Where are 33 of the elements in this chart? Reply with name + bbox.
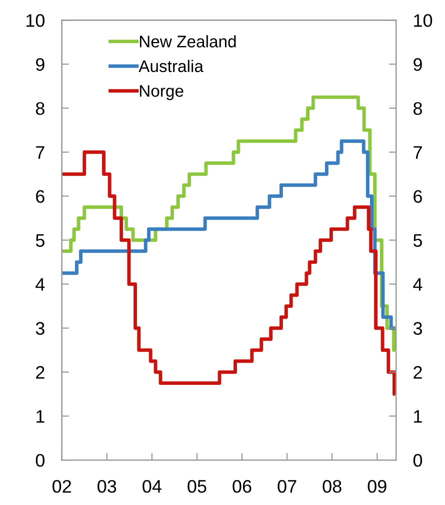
legend-label: New Zealand [140,35,236,48]
y-tick-label: 5 [36,234,44,247]
x-tick-label: 05 [188,480,206,493]
y2-tick-label: 4 [413,278,422,291]
y2-tick-label: 5 [413,234,422,247]
y2-tick-label: 8 [414,102,422,115]
x-tick-label: 02 [52,480,71,493]
x-tick-label: 07 [278,480,296,493]
y-tick-label: 2 [36,366,44,379]
x-tick-label: 04 [142,480,162,493]
y-tick-label: 7 [36,146,44,159]
y2-tick-label: 6 [414,190,422,203]
y-tick-label: 4 [36,278,45,291]
y2-tick-label: 9 [414,58,422,71]
x-tick-label: 09 [368,480,386,493]
legend-label: Norge [140,85,184,100]
y-tick-label: 3 [36,322,44,335]
y2-tick-label: 3 [413,322,422,335]
y-tick-label: 8 [36,102,44,115]
y-tick-label: 10 [26,14,44,27]
x-tick-label: 03 [98,480,116,493]
y2-tick-label: 7 [414,146,422,159]
y2-tick-label: 10 [414,14,432,27]
x-tick-label: 08 [322,480,342,493]
y2-tick-label: 1 [414,410,422,423]
legend-label: Australia [138,60,204,72]
y2-tick-label: 2 [414,366,422,379]
y-tick-label: 1 [36,410,44,423]
y2-tick-label: 0 [413,454,422,467]
y-tick-label: 6 [36,190,44,203]
y-tick-label: 9 [36,58,44,71]
y-tick-label: 0 [36,454,44,467]
x-tick-label: 06 [232,480,252,493]
